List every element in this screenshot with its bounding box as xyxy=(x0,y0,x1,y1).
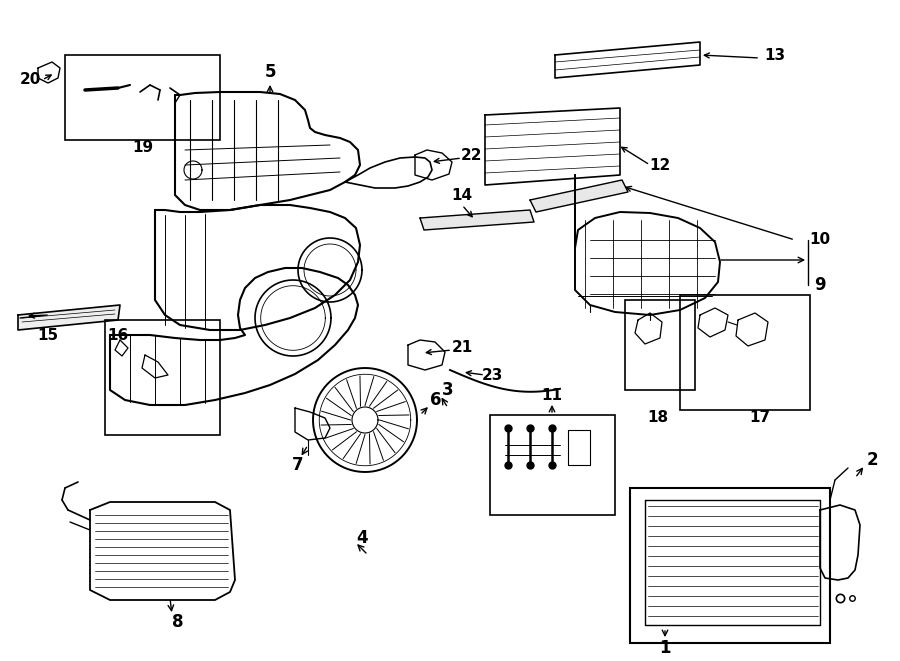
Text: 10: 10 xyxy=(809,233,831,247)
Text: 7: 7 xyxy=(292,456,304,474)
Text: 8: 8 xyxy=(172,613,184,631)
Text: 3: 3 xyxy=(442,381,454,399)
Text: 1: 1 xyxy=(659,639,670,657)
Text: 18: 18 xyxy=(647,410,669,426)
Polygon shape xyxy=(18,305,120,330)
Polygon shape xyxy=(530,180,628,212)
Text: 14: 14 xyxy=(452,188,472,204)
Text: 17: 17 xyxy=(750,410,770,426)
Bar xyxy=(490,415,615,515)
Text: 6: 6 xyxy=(430,391,442,409)
Text: 21: 21 xyxy=(452,340,472,356)
Text: 5: 5 xyxy=(265,63,275,81)
Bar xyxy=(680,295,810,410)
Text: 4: 4 xyxy=(356,529,368,547)
Text: 16: 16 xyxy=(107,327,129,342)
Polygon shape xyxy=(420,210,534,230)
Text: 2: 2 xyxy=(866,451,878,469)
Text: 15: 15 xyxy=(38,327,58,342)
Text: 12: 12 xyxy=(650,157,670,173)
Text: 22: 22 xyxy=(461,147,482,163)
Text: 11: 11 xyxy=(542,387,562,403)
Bar xyxy=(65,55,220,140)
Bar xyxy=(625,300,695,390)
Text: 9: 9 xyxy=(814,276,826,294)
Text: 23: 23 xyxy=(482,368,503,383)
Bar xyxy=(105,320,220,435)
Text: 13: 13 xyxy=(764,48,786,63)
Bar xyxy=(630,488,830,643)
Text: 20: 20 xyxy=(19,73,40,87)
Text: 19: 19 xyxy=(132,141,154,155)
